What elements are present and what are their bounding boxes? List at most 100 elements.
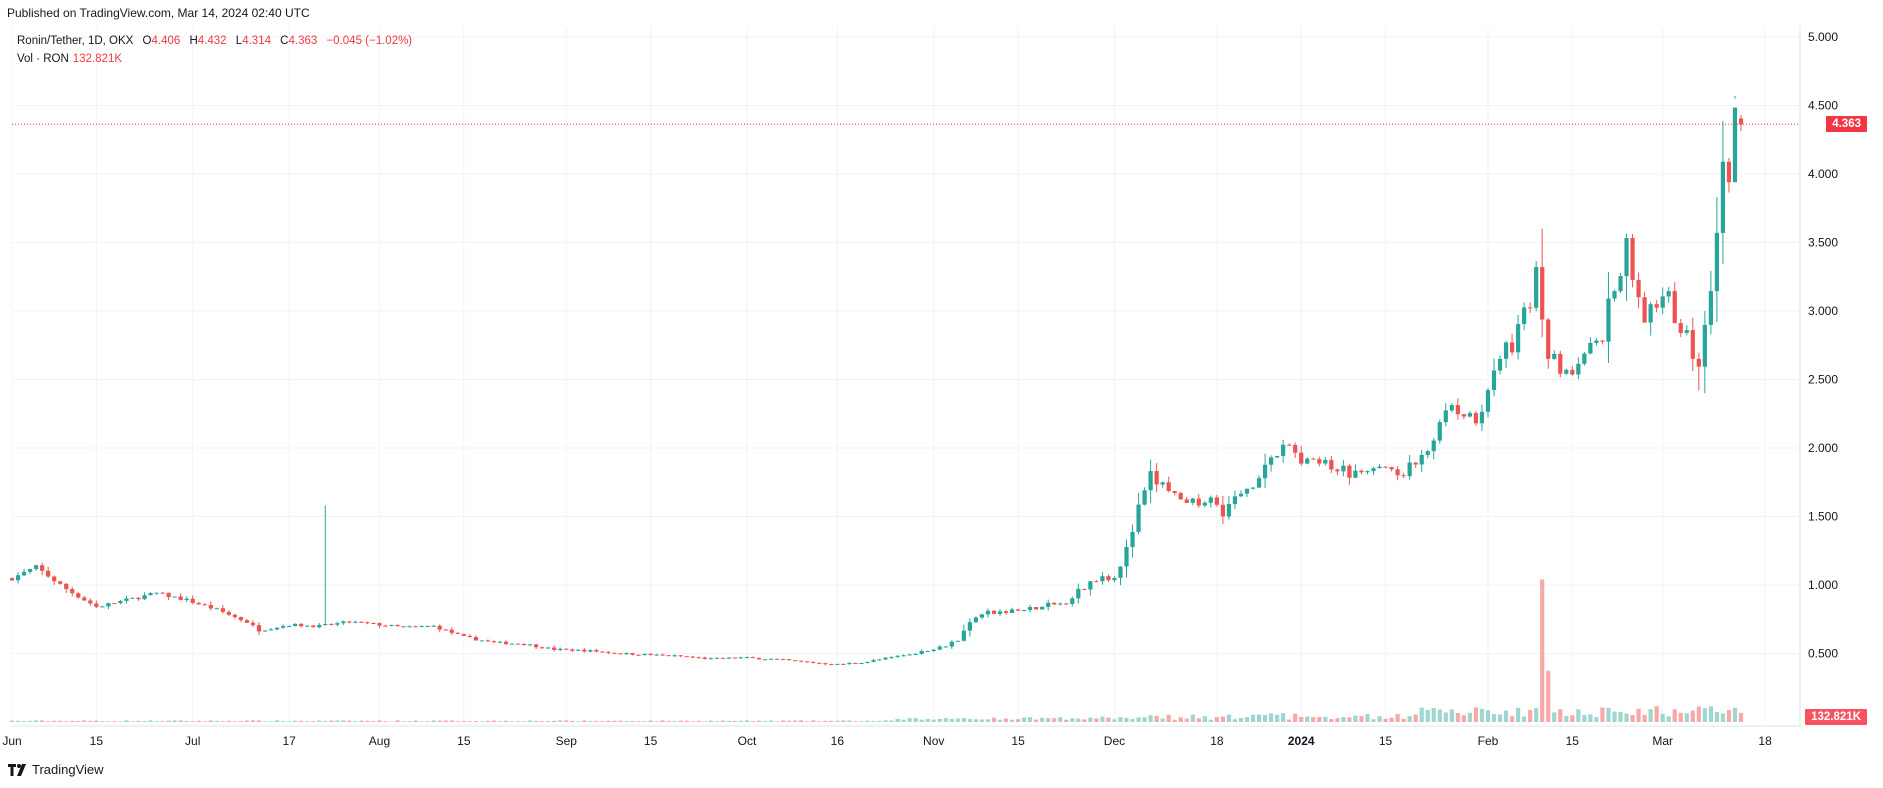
candle-body [835,663,840,665]
candle-body [1606,298,1611,342]
candle-body [1100,576,1105,582]
candle-body [576,649,581,651]
candle-body [1226,504,1232,517]
volume-bar [509,721,515,722]
volume-bar [1347,717,1352,722]
volume-bar [1124,717,1129,722]
volume-bar [166,720,171,722]
candle-body [413,626,418,628]
volume-bar [1142,717,1147,722]
volume-bar [178,720,183,722]
candle-body [895,655,900,657]
candle-body [377,623,382,626]
volume-bar [1570,715,1575,722]
volume-bar [1015,719,1021,722]
candle-body [696,657,701,659]
volume-bar [70,720,75,722]
volume-bar [913,718,918,722]
volume-bar [690,721,695,722]
volume-bar [521,721,527,722]
x-tick-label: 15 [1566,734,1580,748]
candle-body [648,653,653,655]
volume-bar [1546,670,1551,722]
volume-bar [491,720,497,722]
candle-body [509,643,515,645]
volume-bar [612,720,617,722]
volume-bar [618,720,623,722]
volume-bar [238,721,244,722]
candle-body [1040,606,1045,610]
volume-bar [606,720,611,722]
volume-bar [817,721,822,722]
volume-bar [1365,714,1370,722]
volume-bar [1419,707,1424,722]
volume-bar [907,718,912,722]
candle-body [1714,232,1720,292]
candle-body [1612,291,1617,299]
candle-body [1335,469,1340,472]
x-tick-label: 17 [282,734,296,748]
x-tick-label: Oct [738,734,757,748]
volume-bar [142,721,147,722]
volume-bar [1600,707,1605,722]
candle-body [521,643,527,645]
candle-body [527,644,533,646]
volume-bar [1160,718,1165,722]
candle-body [985,610,991,615]
volume-bar [202,721,207,722]
volume-bar [781,720,786,722]
candle-body [1431,440,1436,452]
candle-body [94,603,99,607]
candle-body [1130,531,1135,547]
candle-body [853,662,858,664]
candle-body [1618,276,1623,292]
volume-bar [726,720,732,722]
volume-bar [1594,717,1599,722]
volume-bar [811,720,816,722]
volume-bar [112,721,117,722]
published-note: Published on TradingView.com, Mar 14, 20… [7,6,310,20]
volume-bar [1238,717,1244,722]
candle-body [130,597,135,599]
volume-bar [672,721,677,722]
volume-bar [895,718,900,722]
high-label: H [189,35,198,47]
candle-body [979,614,985,618]
candle-body [407,626,412,628]
volume-bar [527,720,533,722]
candle-body [919,650,924,654]
volume-bar [588,720,593,722]
volume-bar [33,720,39,722]
candle-body [823,663,828,665]
candle-body [1015,609,1021,611]
last-price-badge: 4.363 [1826,116,1867,132]
candle-body [859,663,864,665]
volume-bar [1684,713,1689,722]
volume-bar [317,720,322,722]
volume-bar [919,719,924,722]
candle-body [1576,363,1581,375]
volume-bar [1299,716,1304,722]
volume-bar [1720,713,1726,722]
volume-bar [871,721,876,722]
candle-body [515,643,521,645]
candle-body [226,611,231,615]
candle-body [443,629,448,631]
volume-bar [305,721,310,722]
volume-bar [407,721,412,722]
volume-bar [1130,719,1135,722]
volume-bar [1244,717,1250,722]
candle-body [1546,319,1551,359]
volume-bar [1503,710,1509,722]
tradingview-logo[interactable]: TradingView [8,762,104,777]
candle-body [196,602,201,605]
candle-body [961,630,966,641]
volume-bar [1389,717,1394,722]
volume-bar [1467,712,1473,722]
volume-bar [226,720,231,722]
candle-body [1184,499,1189,503]
candle-body [9,578,15,581]
ohlc-legend: Ronin/Tether, 1D, OKX O4.406 H4.432 L4.3… [17,35,412,47]
candle-body [1238,493,1244,497]
